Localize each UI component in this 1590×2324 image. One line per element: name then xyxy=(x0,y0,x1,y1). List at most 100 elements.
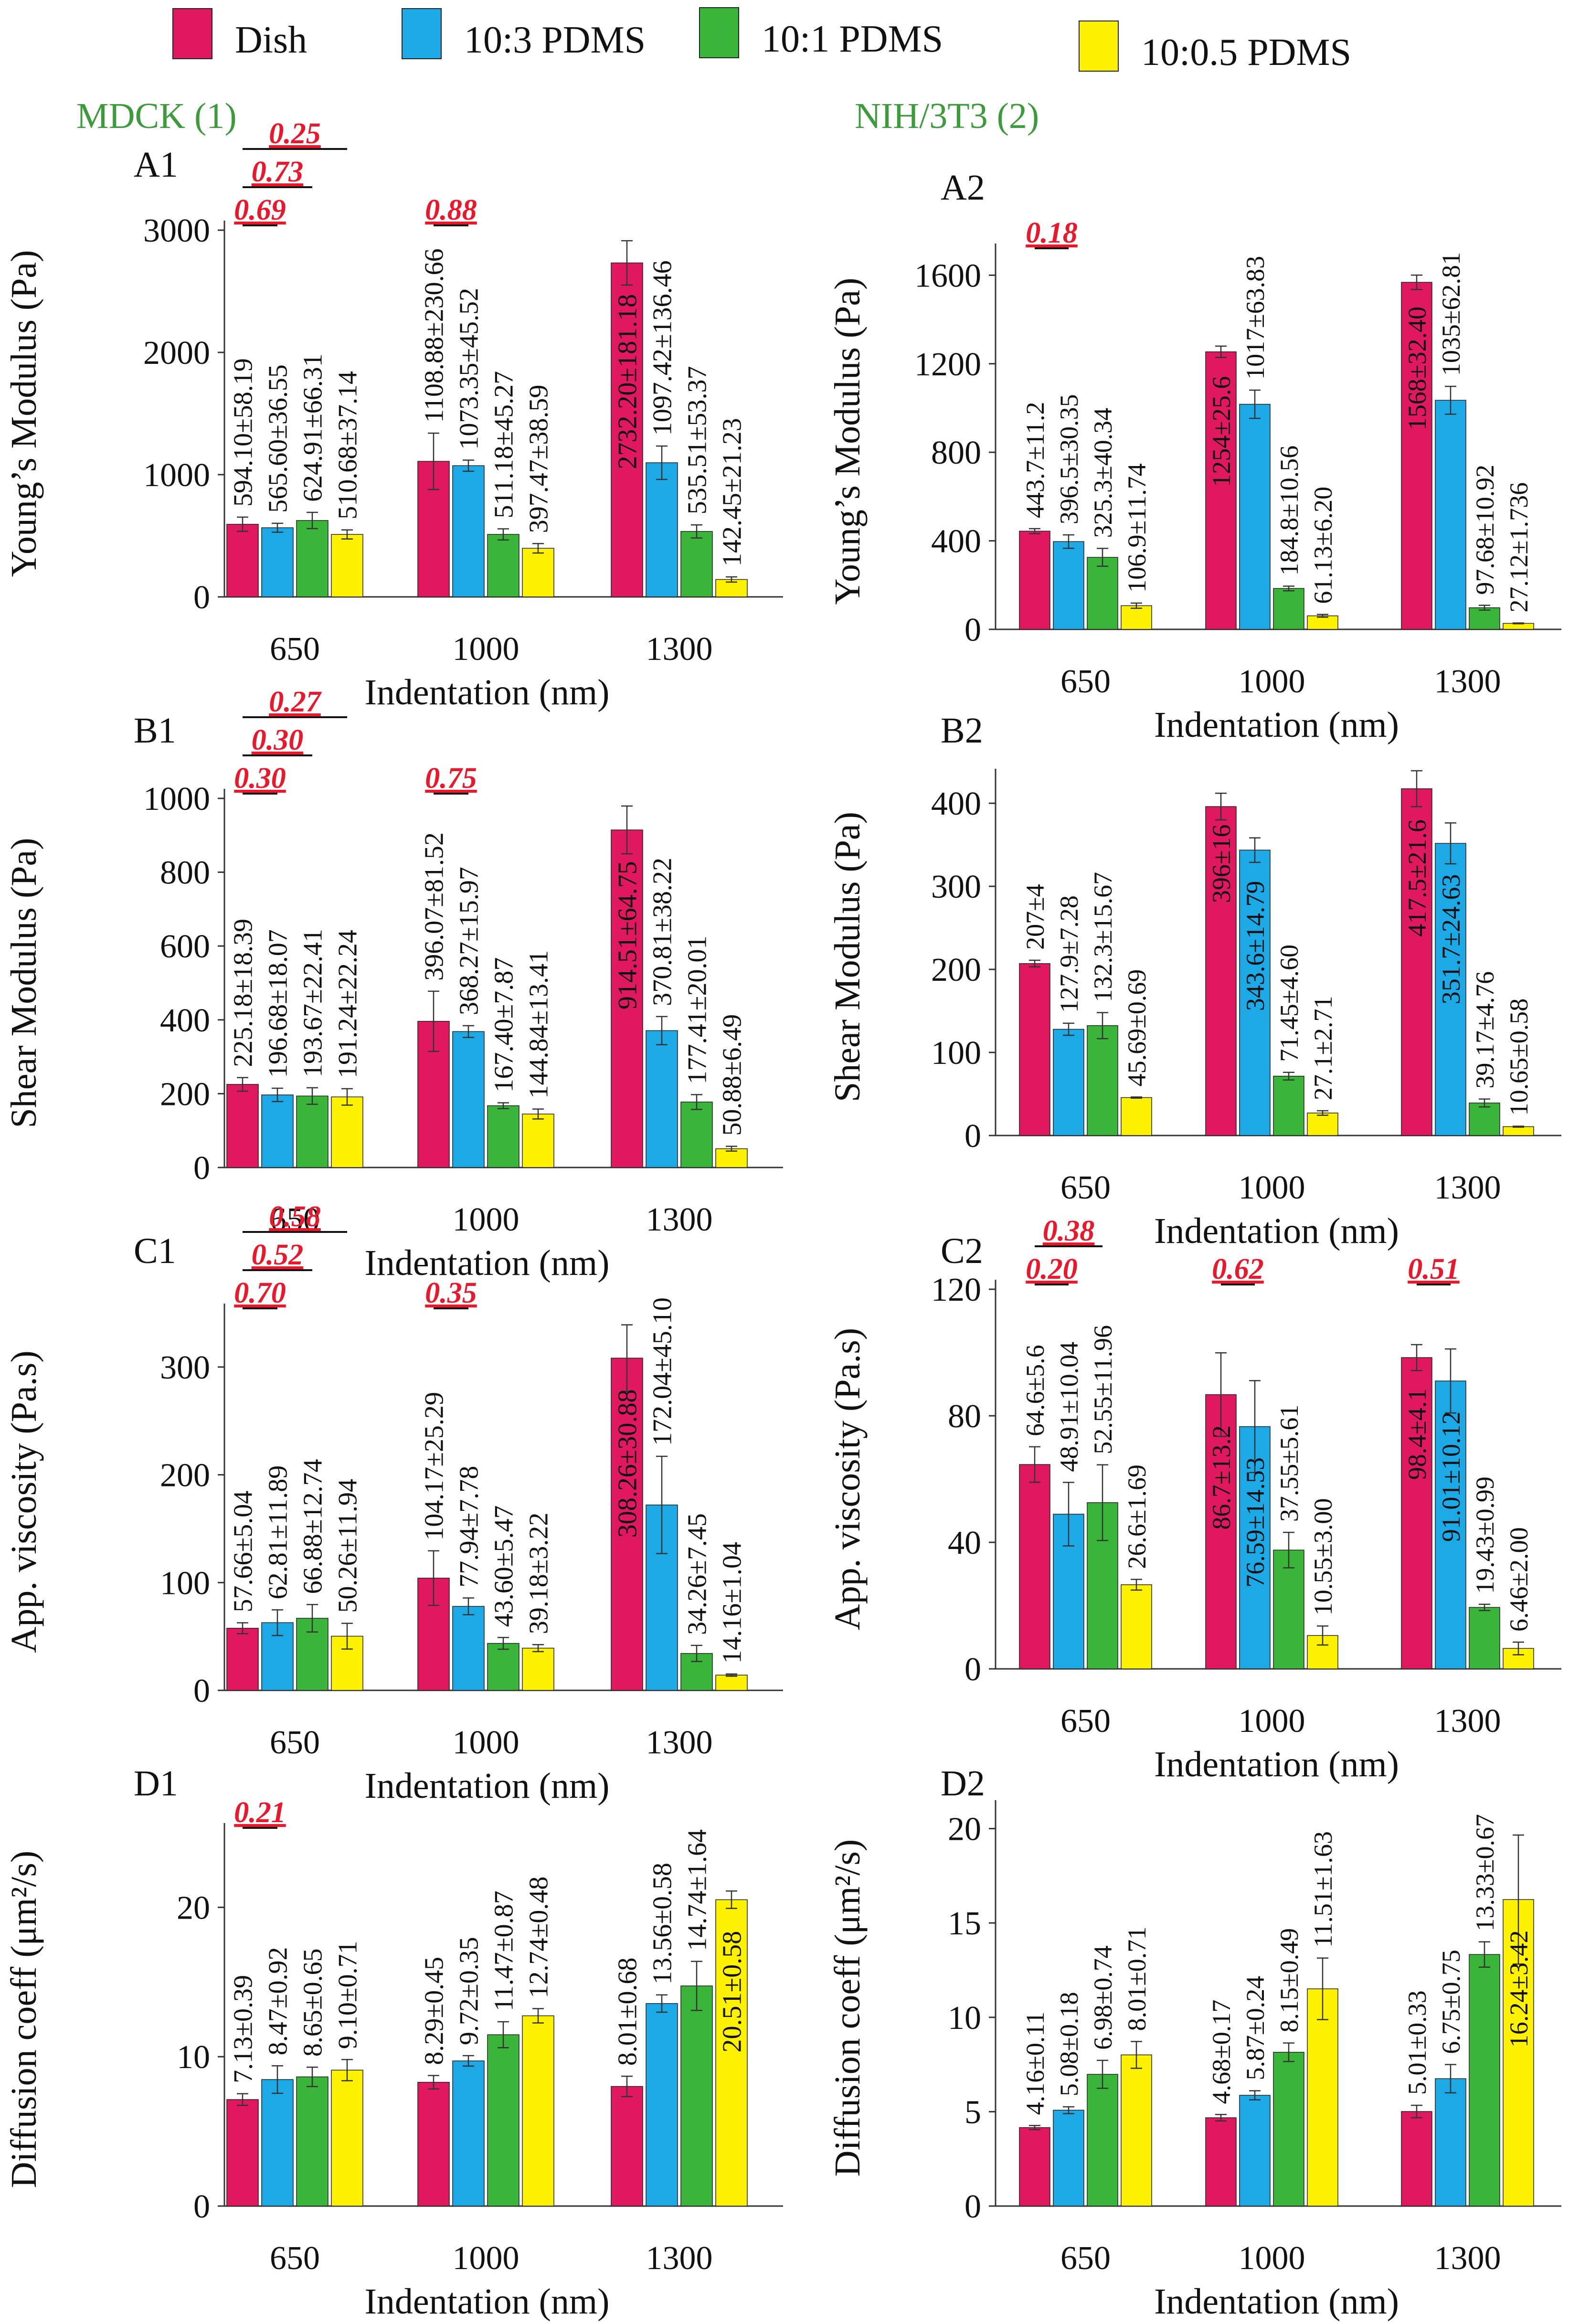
x-axis-label: Indentation (nm) xyxy=(365,1766,610,1806)
bar xyxy=(487,534,519,597)
value-label: 325.3±40.34 xyxy=(1089,408,1117,538)
y-tick-label: 15 xyxy=(948,1905,981,1942)
x-tick-label: 1000 xyxy=(453,2240,519,2277)
panel-label: C2 xyxy=(941,1231,983,1271)
bar xyxy=(1087,1502,1118,1669)
y-axis-label: Young’s Modulus (Pa) xyxy=(4,250,44,577)
x-tick-label: 1300 xyxy=(646,1201,713,1238)
value-label: 132.3±15.67 xyxy=(1089,872,1117,1002)
value-label: 397.47±38.59 xyxy=(524,385,554,533)
legend-swatch xyxy=(402,8,442,59)
legend-swatch xyxy=(172,8,212,59)
x-tick-label: 1000 xyxy=(1239,663,1305,700)
value-label: 76.59±14.53 xyxy=(1241,1457,1270,1588)
value-label: 1035±62.81 xyxy=(1437,252,1465,376)
value-label: 97.68±10.92 xyxy=(1471,465,1499,595)
x-axis-label: Indentation (nm) xyxy=(1154,1211,1399,1251)
bar xyxy=(715,1675,748,1691)
y-tick-label: 200 xyxy=(160,1076,210,1113)
y-axis-label: Diffusion coeff (μm²/s) xyxy=(827,1839,868,2177)
x-axis-label: Indentation (nm) xyxy=(1154,1744,1399,1784)
significance-p-value: 0.20 xyxy=(1026,1253,1078,1285)
bar xyxy=(1121,1584,1152,1669)
y-tick-label: 800 xyxy=(160,855,210,891)
bar xyxy=(261,2079,294,2207)
value-label: 6.75±0.75 xyxy=(1437,1950,1465,2054)
panel-label: C1 xyxy=(134,1231,176,1271)
x-axis-label: Indentation (nm) xyxy=(365,672,610,712)
y-tick-label: 0 xyxy=(193,579,210,616)
significance-p-value: 0.70 xyxy=(234,1277,286,1309)
y-tick-label: 0 xyxy=(965,612,981,648)
bar xyxy=(1401,2111,1432,2207)
bar xyxy=(1205,1394,1237,1669)
y-tick-label: 80 xyxy=(948,1398,981,1435)
bar xyxy=(1469,1103,1500,1136)
y-tick-label: 600 xyxy=(160,928,210,965)
bar xyxy=(1019,531,1050,630)
bar xyxy=(261,1094,294,1168)
value-label: 184.8±10.56 xyxy=(1275,446,1304,576)
bar xyxy=(522,1114,554,1168)
value-label: 8.29±0.45 xyxy=(420,1957,449,2065)
bar xyxy=(331,2069,363,2207)
bar xyxy=(1469,1607,1500,1669)
value-label: 11.47±0.87 xyxy=(489,1890,519,2011)
value-label: 39.17±4.76 xyxy=(1471,971,1499,1089)
x-tick-label: 1300 xyxy=(1434,1703,1501,1740)
x-axis-label: Indentation (nm) xyxy=(1154,705,1399,745)
x-tick-label: 1000 xyxy=(1239,2240,1305,2277)
value-label: 77.94±7.78 xyxy=(455,1466,484,1588)
value-label: 6.46±2.00 xyxy=(1505,1527,1533,1632)
bar xyxy=(1273,588,1304,630)
bar xyxy=(1401,788,1432,1136)
value-label: 196.68±18.07 xyxy=(264,929,293,1078)
x-axis-label: Indentation (nm) xyxy=(1154,2282,1399,2322)
value-label: 225.18±18.39 xyxy=(229,919,258,1067)
bar xyxy=(1435,1380,1466,1669)
bar xyxy=(522,1647,554,1691)
column-title-mdck: MDCK (1) xyxy=(76,96,237,136)
y-axis-label: Diffusion coeff (μm²/s) xyxy=(4,1851,44,2188)
value-label: 351.7±24.63 xyxy=(1437,874,1465,1005)
bar xyxy=(1053,1029,1084,1136)
value-label: 1568±32.40 xyxy=(1403,307,1431,430)
panel-label: B2 xyxy=(941,711,983,751)
y-tick-label: 200 xyxy=(931,952,981,988)
y-tick-label: 0 xyxy=(965,1118,981,1155)
significance-p-value: 0.27 xyxy=(269,686,322,718)
y-tick-label: 300 xyxy=(931,869,981,905)
value-label: 565.60±36.55 xyxy=(264,364,293,513)
value-label: 8.65±0.65 xyxy=(298,1948,328,2057)
value-label: 104.17±25.29 xyxy=(420,1392,449,1540)
value-label: 177.41±20.01 xyxy=(683,936,712,1084)
value-label: 370.81±38.22 xyxy=(648,858,678,1006)
bar xyxy=(226,1084,259,1168)
value-label: 4.16±0.11 xyxy=(1021,2012,1049,2115)
panel-label: D2 xyxy=(941,1763,985,1804)
bar xyxy=(1121,2054,1152,2207)
value-label: 1097.42±136.46 xyxy=(648,260,678,435)
bar xyxy=(715,1148,748,1168)
bar xyxy=(1273,1075,1304,1136)
significance-p-value: 0.88 xyxy=(425,194,477,226)
y-tick-label: 2000 xyxy=(143,335,210,371)
y-axis-label: Young’s Modulus (Pa) xyxy=(827,278,868,605)
bar xyxy=(226,2099,259,2207)
value-label: 535.51±53.37 xyxy=(683,366,712,515)
bar xyxy=(1053,541,1084,630)
x-tick-label: 650 xyxy=(1060,1169,1111,1206)
bar xyxy=(646,462,678,597)
value-label: 98.4±4.1 xyxy=(1403,1388,1431,1480)
y-tick-label: 0 xyxy=(193,1673,210,1709)
bar xyxy=(1053,2110,1084,2207)
value-label: 48.91±10.04 xyxy=(1055,1342,1083,1472)
value-label: 14.74±1.64 xyxy=(683,1829,712,1951)
bar xyxy=(1273,2052,1304,2207)
value-label: 511.18±45.27 xyxy=(489,371,519,519)
bar xyxy=(296,1095,329,1168)
bar xyxy=(452,2060,485,2207)
bar xyxy=(1239,849,1271,1136)
